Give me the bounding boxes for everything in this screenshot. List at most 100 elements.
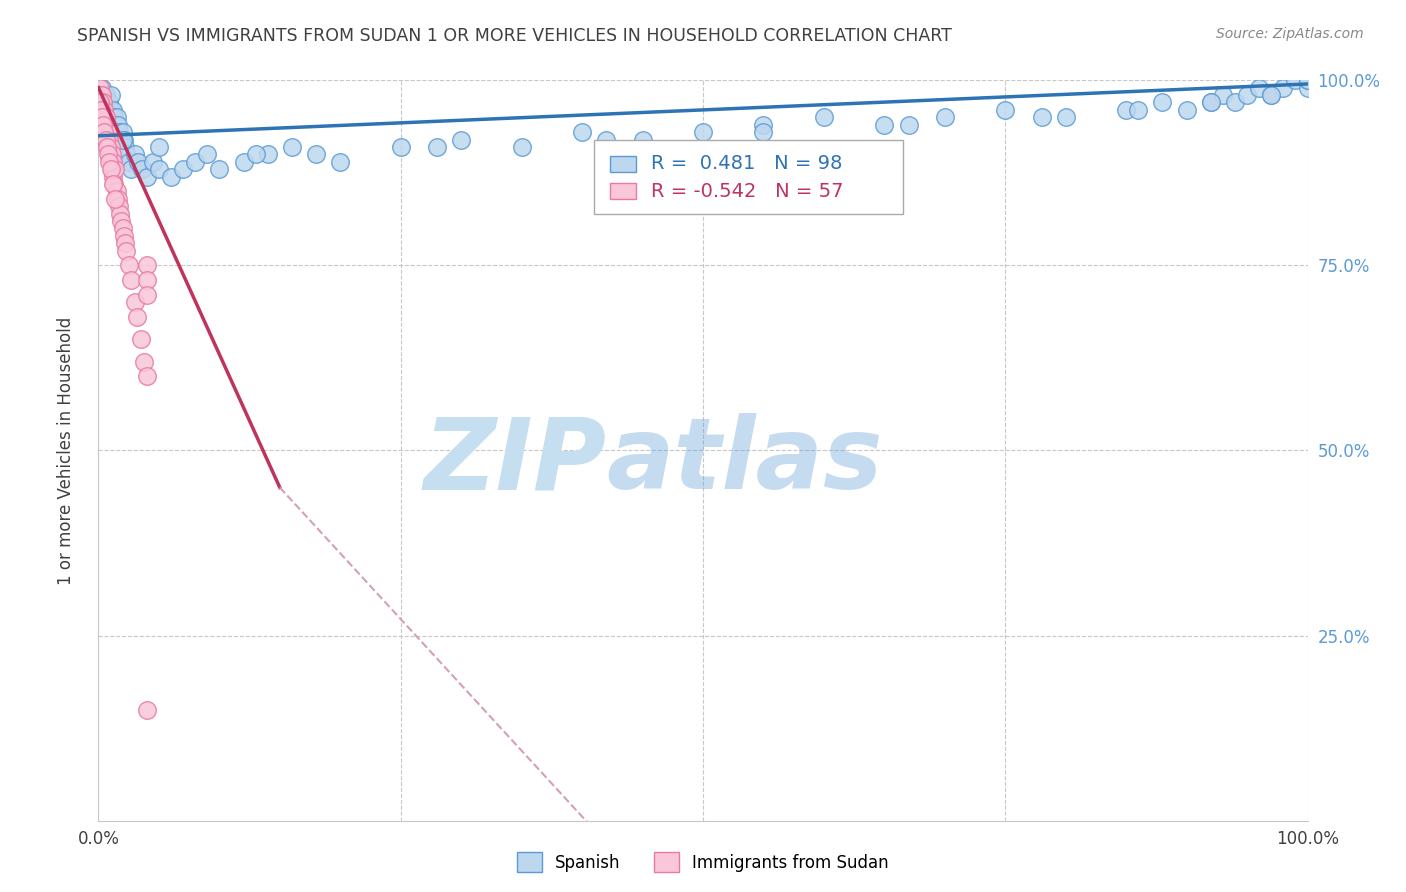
Point bbox=[135, 259, 157, 273]
Point bbox=[148, 162, 170, 177]
Point bbox=[90, 103, 112, 117]
Text: R =  0.481   N = 98: R = 0.481 N = 98 bbox=[651, 154, 842, 173]
Point bbox=[111, 132, 134, 146]
Point bbox=[1260, 88, 1282, 103]
Point bbox=[111, 125, 134, 139]
Point bbox=[98, 132, 121, 146]
Point bbox=[100, 118, 122, 132]
Point bbox=[107, 192, 129, 206]
Point bbox=[94, 111, 117, 125]
Point bbox=[115, 244, 138, 258]
Point bbox=[96, 95, 118, 110]
Point bbox=[1199, 95, 1222, 110]
Point bbox=[208, 162, 231, 177]
Point bbox=[97, 118, 120, 132]
Point bbox=[90, 88, 112, 103]
Point bbox=[571, 125, 593, 139]
Point bbox=[1296, 80, 1319, 95]
Point bbox=[96, 132, 118, 146]
Point bbox=[93, 125, 115, 139]
Point bbox=[1199, 95, 1222, 110]
Point bbox=[100, 162, 122, 177]
Point bbox=[245, 147, 267, 161]
Point bbox=[97, 125, 120, 139]
Point bbox=[96, 111, 118, 125]
Point bbox=[752, 118, 775, 132]
Point bbox=[100, 125, 122, 139]
Point bbox=[135, 169, 157, 184]
Point bbox=[112, 228, 135, 243]
Y-axis label: 1 or more Vehicles in Household: 1 or more Vehicles in Household bbox=[56, 317, 75, 584]
Point bbox=[93, 103, 115, 117]
Point bbox=[100, 154, 122, 169]
Point bbox=[1260, 88, 1282, 103]
Point bbox=[91, 88, 114, 103]
Point bbox=[104, 192, 127, 206]
Point bbox=[134, 354, 156, 368]
Point bbox=[103, 111, 125, 125]
Point bbox=[107, 132, 129, 146]
Point bbox=[752, 125, 775, 139]
Point bbox=[114, 236, 136, 251]
Point bbox=[1152, 95, 1174, 110]
Point bbox=[114, 140, 136, 154]
Point bbox=[510, 140, 533, 154]
Point bbox=[631, 132, 654, 146]
Point bbox=[160, 169, 183, 184]
Point bbox=[91, 80, 114, 95]
Point bbox=[93, 111, 115, 125]
Point bbox=[101, 118, 124, 132]
Point bbox=[89, 95, 111, 110]
Point bbox=[595, 132, 617, 146]
Point bbox=[108, 206, 131, 220]
Point bbox=[127, 310, 149, 325]
Point bbox=[90, 95, 112, 110]
Point bbox=[135, 703, 157, 717]
Point bbox=[89, 80, 111, 95]
Point bbox=[97, 147, 120, 161]
Point bbox=[94, 103, 117, 117]
Point bbox=[1175, 103, 1198, 117]
Point bbox=[91, 111, 114, 125]
Point bbox=[111, 221, 134, 235]
Point bbox=[100, 103, 122, 117]
Point bbox=[1031, 111, 1053, 125]
Point bbox=[305, 147, 328, 161]
Point bbox=[94, 125, 117, 139]
Point bbox=[118, 259, 141, 273]
Point bbox=[110, 214, 132, 228]
Bar bbox=[610, 183, 637, 200]
Point bbox=[100, 111, 122, 125]
Point bbox=[1212, 88, 1234, 103]
Point bbox=[103, 125, 125, 139]
Point bbox=[1296, 73, 1319, 87]
Point bbox=[93, 95, 115, 110]
Point bbox=[101, 177, 124, 191]
Point bbox=[131, 162, 153, 177]
Point bbox=[91, 118, 114, 132]
Point bbox=[108, 199, 131, 213]
Point bbox=[104, 118, 127, 132]
Point bbox=[90, 95, 112, 110]
Point bbox=[195, 147, 218, 161]
Point bbox=[120, 162, 142, 177]
Point bbox=[98, 111, 121, 125]
Point bbox=[105, 111, 128, 125]
Point bbox=[91, 103, 114, 117]
Point bbox=[124, 295, 146, 310]
Point bbox=[98, 154, 121, 169]
Point bbox=[256, 147, 278, 161]
Point bbox=[129, 332, 152, 346]
Point bbox=[93, 118, 115, 132]
Point bbox=[91, 103, 114, 117]
Point bbox=[103, 177, 125, 191]
Point bbox=[100, 147, 122, 161]
Point bbox=[101, 169, 124, 184]
Point bbox=[91, 95, 114, 110]
Point bbox=[94, 125, 117, 139]
Point bbox=[94, 88, 117, 103]
Point bbox=[1272, 80, 1295, 95]
Point bbox=[1115, 103, 1137, 117]
Point bbox=[135, 288, 157, 302]
Point bbox=[1284, 73, 1306, 87]
